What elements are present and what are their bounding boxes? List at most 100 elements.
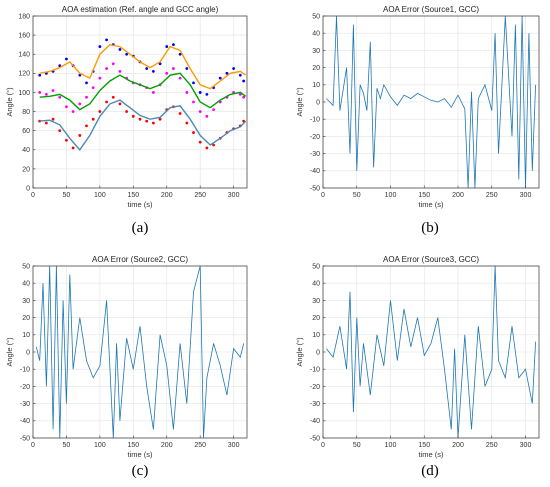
series-line [39, 99, 247, 151]
chart-title: AOA Error (Source2, GCC) [92, 255, 188, 264]
y-axis-label: Angle (°) [5, 87, 14, 117]
data-point [212, 143, 215, 147]
y-tick-label: -30 [310, 401, 320, 408]
series-line [326, 266, 536, 438]
data-point [118, 70, 122, 73]
data-point [242, 79, 246, 83]
x-tick-label: 300 [228, 442, 240, 449]
x-tick-label: 50 [63, 442, 71, 449]
x-axis-label: time (s) [128, 450, 154, 459]
y-tick-label: -20 [20, 384, 30, 391]
y-tick-label: 40 [22, 147, 30, 154]
data-layer [326, 266, 536, 438]
x-tick-label: 0 [31, 442, 35, 449]
chart-c: 0 50 100 150 200 250 300 -50 -40 -30 -20 -10 0 10 20 30… [5, 255, 248, 459]
data-point [118, 102, 122, 106]
data-layer [35, 266, 245, 438]
x-tick-label: 100 [94, 442, 106, 449]
y-tick-label: 50 [22, 263, 30, 270]
data-point [111, 62, 115, 66]
data-point [125, 110, 129, 113]
y-tick-label: 30 [312, 298, 320, 305]
y-tick-label: 0 [316, 99, 320, 106]
y-tick-label: 30 [22, 298, 30, 305]
x-tick-label: 150 [127, 192, 139, 199]
data-point [58, 95, 62, 99]
data-point [145, 119, 149, 123]
x-tick-label: 100 [94, 192, 106, 199]
series-line [39, 72, 247, 111]
axes-frame [32, 15, 248, 189]
y-tick-label: -10 [310, 367, 320, 374]
data-point [91, 117, 95, 121]
y-tick-label: -30 [310, 151, 320, 158]
y-tick-label: 100 [18, 90, 30, 97]
y-tick-label: 20 [312, 315, 320, 322]
x-tick-label: 200 [452, 192, 464, 199]
plot-area [33, 16, 247, 188]
data-point [85, 81, 88, 85]
x-tick-label: 250 [486, 192, 498, 199]
data-point [91, 86, 95, 90]
data-point [65, 105, 68, 109]
x-tick-label: 150 [418, 192, 430, 199]
data-point [205, 146, 209, 150]
y-tick-label: -20 [310, 134, 320, 141]
data-point [212, 108, 215, 112]
data-point [178, 76, 182, 80]
y-tick-label: -50 [20, 435, 30, 442]
data-point [51, 117, 55, 121]
data-point [58, 64, 62, 68]
x-tick-label: 100 [385, 192, 397, 199]
series-line [35, 266, 245, 438]
y-axis-label: Angle (°) [295, 87, 304, 117]
x-tick-label: 150 [127, 442, 139, 449]
x-tick-label: 50 [353, 192, 361, 199]
y-tick-label: 20 [312, 65, 320, 72]
data-point [205, 114, 209, 118]
y-tick-label: 20 [22, 166, 30, 173]
data-point [78, 134, 82, 137]
data-point [44, 92, 48, 96]
data-point [51, 89, 55, 92]
data-point [71, 110, 75, 113]
y-tick-label: -10 [20, 367, 30, 374]
data-point [198, 91, 202, 94]
data-point [185, 67, 189, 70]
x-tick-label: 200 [161, 192, 173, 199]
data-point [105, 100, 108, 104]
y-tick-label: 60 [22, 128, 30, 135]
y-tick-label: 40 [312, 281, 320, 288]
data-point [242, 95, 246, 99]
y-tick-label: 0 [316, 349, 320, 356]
data-point [71, 146, 75, 150]
x-axis-label: time (s) [419, 200, 445, 209]
caption-d: (d) [421, 463, 439, 479]
data-point [238, 73, 242, 77]
data-point [185, 121, 189, 125]
x-tick-label: 250 [194, 442, 206, 449]
y-tick-label: -50 [310, 435, 320, 442]
chart-a: 0 50 100 150 200 250 300 0 20 40 60 80 100 120 140 160 1… [5, 5, 248, 209]
data-point [158, 117, 162, 121]
data-point [225, 71, 229, 75]
y-tick-label: 20 [22, 315, 30, 322]
y-tick-label: 0 [26, 185, 30, 192]
data-point [118, 48, 122, 51]
y-tick-label: 180 [18, 13, 30, 20]
data-point [98, 110, 102, 113]
y-tick-label: -40 [20, 418, 30, 425]
data-point [198, 110, 202, 113]
data-point [85, 124, 88, 128]
data-point [78, 73, 82, 77]
x-tick-label: 200 [161, 442, 173, 449]
data-point [151, 91, 155, 94]
y-axis-label: Angle (°) [295, 337, 304, 367]
data-layer [326, 16, 536, 188]
data-point [38, 73, 42, 77]
y-tick-label: 10 [22, 332, 30, 339]
data-point [65, 138, 68, 142]
data-point [105, 38, 108, 42]
y-tick-label: 10 [312, 82, 320, 89]
